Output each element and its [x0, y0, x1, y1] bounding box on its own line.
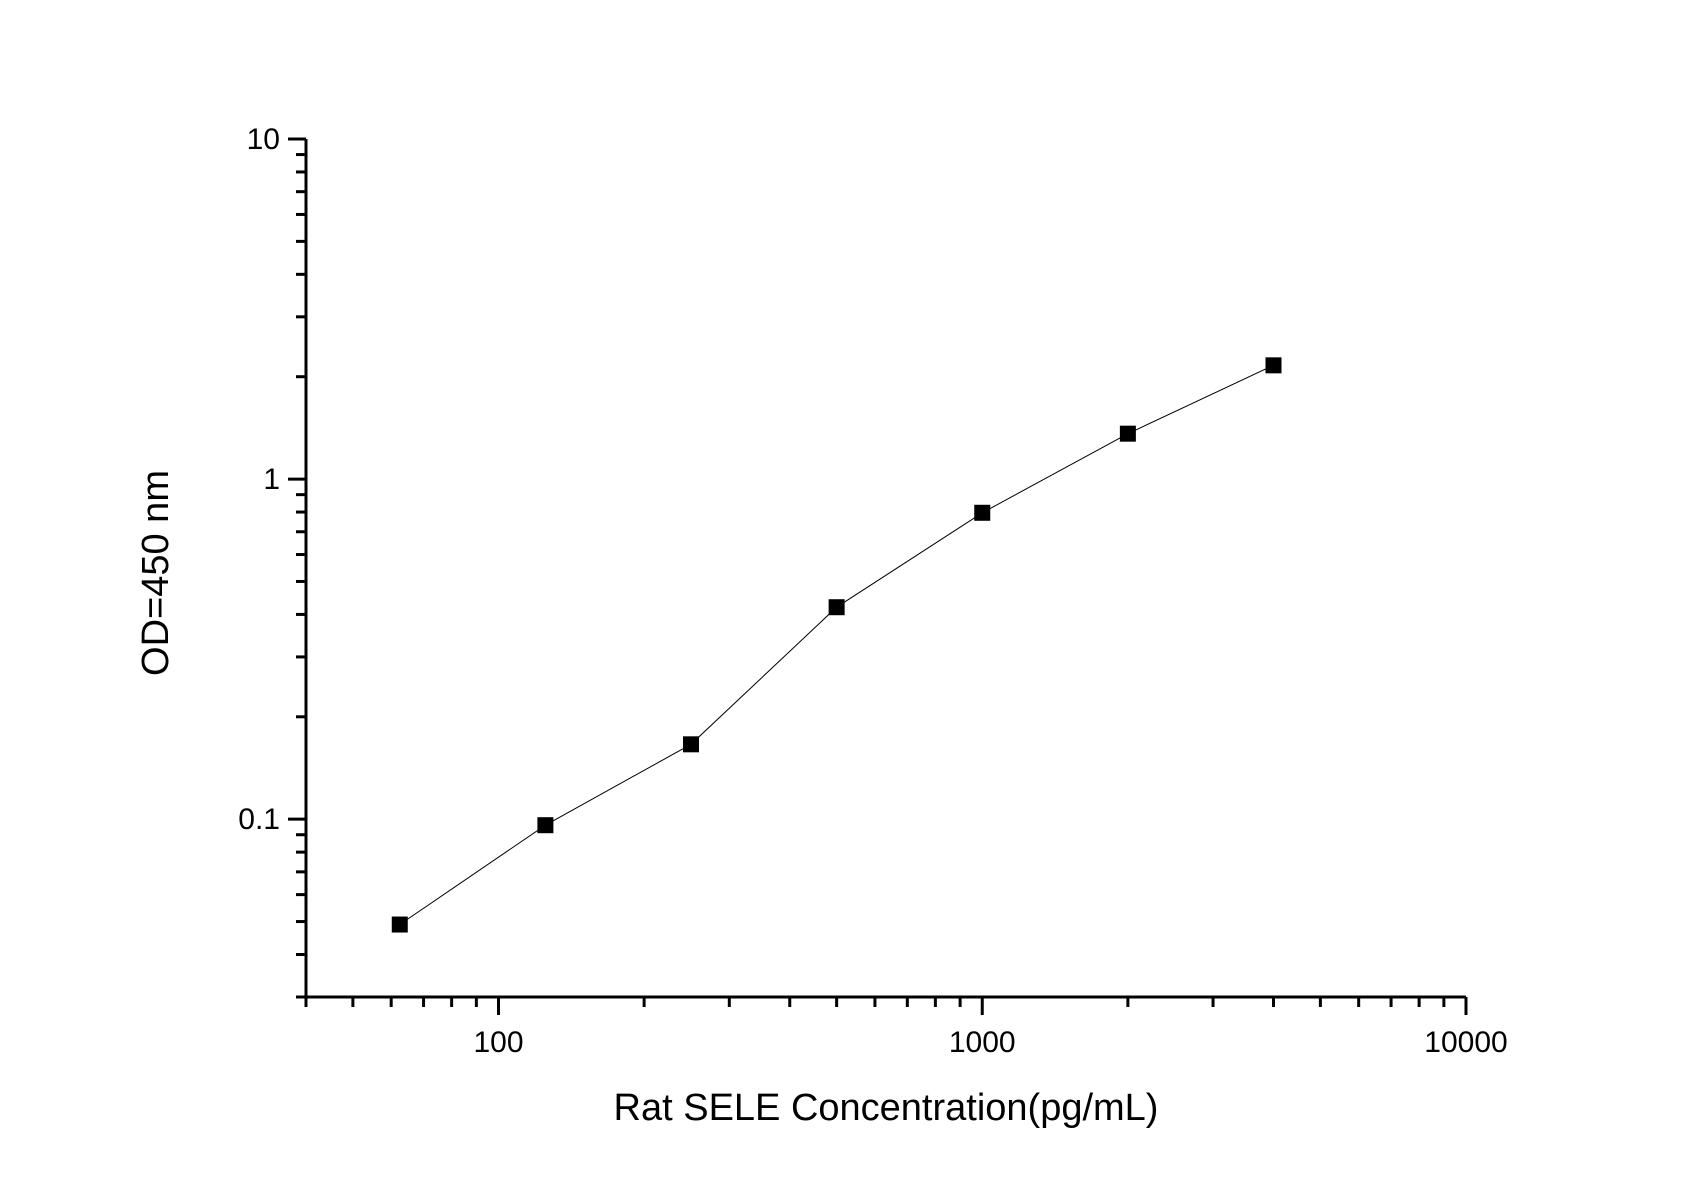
- data-point: [828, 599, 845, 616]
- data-point: [1265, 357, 1282, 374]
- x-tick-label: 1000: [949, 1026, 1016, 1059]
- x-tick-label: 100: [473, 1026, 523, 1059]
- data-point: [1119, 425, 1136, 442]
- data-point: [974, 504, 991, 521]
- data-point: [391, 916, 408, 933]
- axes: [288, 137, 1468, 1015]
- y-tick-label: 0.1: [238, 803, 280, 836]
- y-axis-title: OD=450 nm: [135, 470, 177, 676]
- y-tick-label: 10: [247, 123, 280, 156]
- series-line: [399, 364, 1274, 925]
- data-point: [537, 817, 554, 834]
- data-point: [683, 736, 700, 753]
- plot-area: [391, 357, 1282, 933]
- y-tick-label: 1: [263, 463, 280, 496]
- tick-labels: 0.1 1 10 100 1000 10000: [238, 123, 1507, 1059]
- x-axis-title: Rat SELE Concentration(pg/mL): [614, 1087, 1159, 1129]
- x-tick-label: 10000: [1424, 1026, 1507, 1059]
